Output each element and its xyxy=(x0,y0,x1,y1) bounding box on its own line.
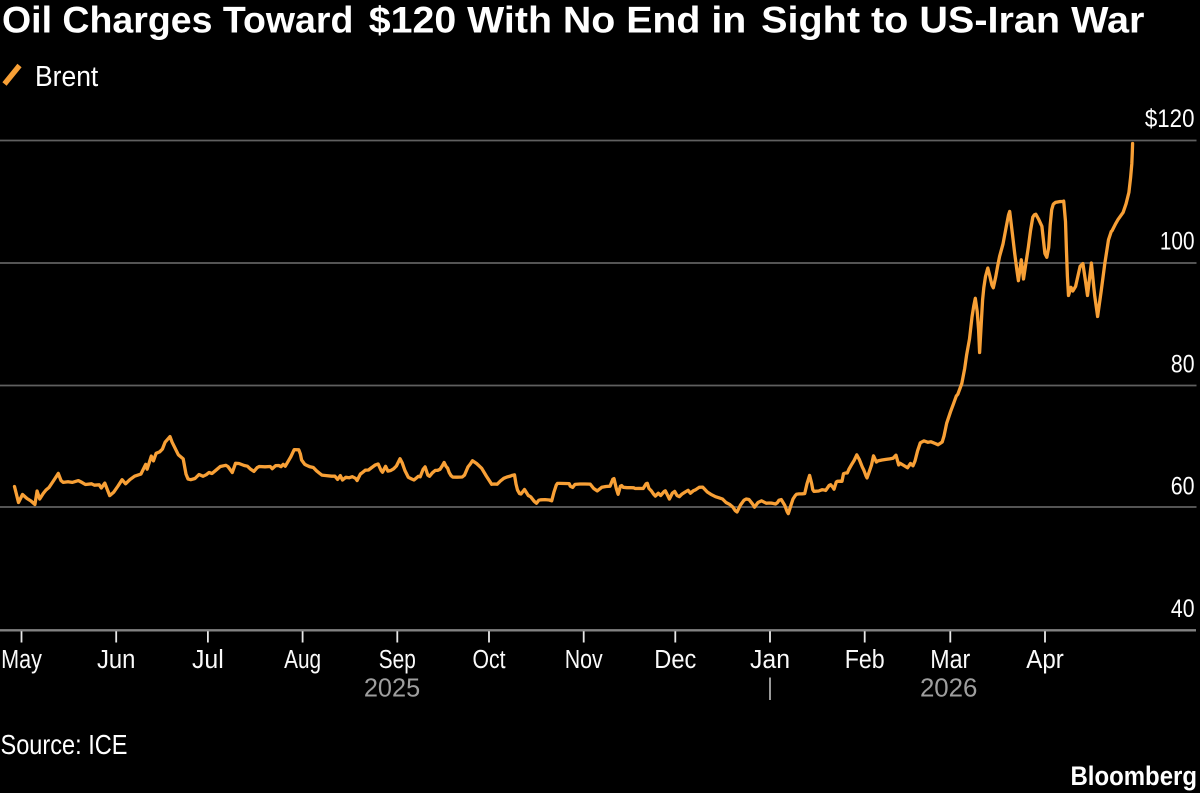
svg-text:Sep: Sep xyxy=(379,646,416,674)
svg-text:Jun: Jun xyxy=(97,646,136,674)
svg-text:Dec: Dec xyxy=(654,646,696,674)
svg-text:$120 With No End in: $120 With No End in xyxy=(369,0,747,41)
svg-text:60: 60 xyxy=(1171,472,1195,500)
svg-text:Nov: Nov xyxy=(565,646,603,674)
svg-text:May: May xyxy=(1,646,42,674)
svg-text:Jan: Jan xyxy=(750,646,790,674)
svg-text:Oil Charges Toward: Oil Charges Toward xyxy=(2,0,353,41)
svg-text:$120: $120 xyxy=(1145,105,1195,133)
svg-text:Aug: Aug xyxy=(284,646,321,674)
svg-text:Jul: Jul xyxy=(192,646,224,674)
svg-text:Bloomberg: Bloomberg xyxy=(1071,761,1198,791)
svg-text:40: 40 xyxy=(1171,595,1195,623)
svg-text:2026: 2026 xyxy=(920,672,978,702)
svg-text:Apr: Apr xyxy=(1026,646,1064,674)
svg-text:2025: 2025 xyxy=(364,672,420,702)
svg-text:Mar: Mar xyxy=(930,646,970,674)
svg-text:Oct: Oct xyxy=(473,646,506,674)
svg-text:Source: ICE: Source: ICE xyxy=(1,729,128,760)
svg-text:Sight to US-Iran War: Sight to US-Iran War xyxy=(761,0,1144,41)
svg-text:Feb: Feb xyxy=(845,646,885,674)
svg-text:80: 80 xyxy=(1171,350,1195,378)
svg-text:Brent: Brent xyxy=(35,61,98,93)
svg-text:100: 100 xyxy=(1160,228,1195,256)
